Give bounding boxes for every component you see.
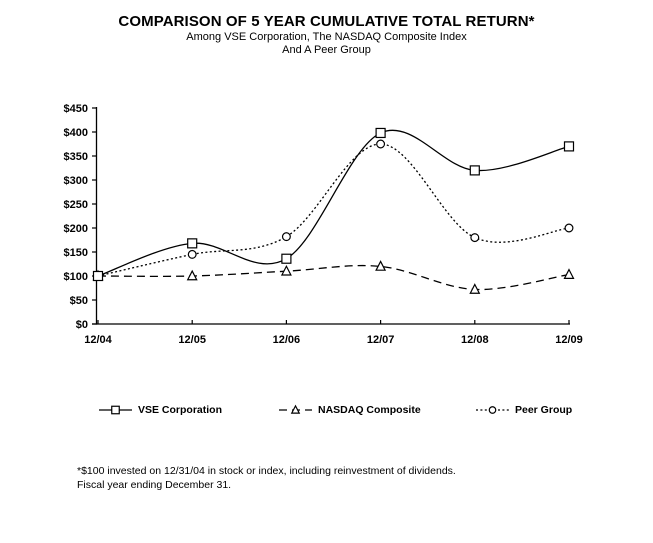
series-line-peer-group <box>97 143 570 277</box>
y-tick-label: $300 <box>64 175 88 187</box>
chart-subtitle-line2: And A Peer Group <box>282 44 371 56</box>
series-marker-peer-group <box>187 249 197 259</box>
x-tick-label: 12/06 <box>273 334 301 346</box>
legend-sample-marker-peer-group <box>488 406 497 414</box>
series-marker-peer-group <box>470 233 480 243</box>
y-tick-label: $200 <box>64 223 88 235</box>
x-tick-label: 12/07 <box>367 334 395 346</box>
legend-sample-marker-vse-corporation <box>111 405 120 415</box>
footnote-line1: *$100 invested on 12/31/04 in stock or i… <box>77 465 456 477</box>
series-marker-vse-corporation <box>469 165 480 176</box>
y-tick-label: $400 <box>64 127 88 139</box>
series-line-vse-corporation <box>97 129 570 277</box>
legend-line-sample-circle-icon <box>476 406 509 414</box>
legend-item-nasdaq-composite: NASDAQ Composite <box>279 401 421 419</box>
chart-subtitle-line1: Among VSE Corporation, The NASDAQ Compos… <box>186 31 467 43</box>
x-tick-label: 12/04 <box>84 334 112 346</box>
y-tick-label: $350 <box>64 151 88 163</box>
legend-item-peer-group: Peer Group <box>476 401 572 419</box>
series-marker-vse-corporation <box>281 253 292 264</box>
y-tick-label: $250 <box>64 199 88 211</box>
chart-header: COMPARISON OF 5 YEAR CUMULATIVE TOTAL RE… <box>0 13 653 57</box>
legend-label-vse-corporation: VSE Corporation <box>138 404 223 416</box>
y-tick-label: $450 <box>64 103 88 115</box>
y-tick-label: $50 <box>70 295 88 307</box>
line-chart-plot-area: $0 $50 $100 $150 $200 $250 $300 $350 $400 $450 12/… <box>64 103 583 346</box>
series-marker-peer-group <box>564 223 574 233</box>
x-tick-label: 12/08 <box>461 334 489 346</box>
chart-title: COMPARISON OF 5 YEAR CUMULATIVE TOTAL RE… <box>118 13 535 30</box>
series-marker-vse-corporation <box>187 238 198 249</box>
x-tick-label: 12/09 <box>555 334 583 346</box>
x-tick-label: 12/05 <box>178 334 206 346</box>
series-marker-nasdaq-composite <box>469 283 481 294</box>
legend-label-nasdaq-composite: NASDAQ Composite <box>318 404 421 416</box>
series-marker-peer-group <box>376 139 386 149</box>
chart-footnote: *$100 invested on 12/31/04 in stock or i… <box>77 464 456 492</box>
legend-line-sample-triangle-icon <box>279 404 312 414</box>
legend-item-vse-corporation: VSE Corporation <box>99 401 222 419</box>
series-marker-nasdaq-composite <box>280 264 292 276</box>
series-marker-nasdaq-composite <box>563 268 575 279</box>
chart-legend: VSE Corporation NASDAQ Composite Peer Gr… <box>0 401 653 419</box>
footnote-line2: Fiscal year ending December 31. <box>77 479 232 491</box>
series-marker-vse-corporation <box>563 141 575 152</box>
series-marker-nasdaq-composite <box>186 269 198 281</box>
legend-label-peer-group: Peer Group <box>515 404 573 416</box>
series-marker-nasdaq-composite <box>375 260 387 271</box>
series-marker-vse-corporation <box>92 270 104 282</box>
legend-line-sample-square-icon <box>99 405 132 415</box>
series-line-nasdaq-composite <box>97 264 570 291</box>
series-marker-peer-group <box>281 232 291 242</box>
y-tick-label: $0 <box>76 319 88 331</box>
y-tick-label: $150 <box>64 247 88 259</box>
series-marker-vse-corporation <box>375 127 386 139</box>
y-tick-label: $100 <box>64 271 88 283</box>
legend-sample-marker-nasdaq-composite <box>290 404 301 414</box>
